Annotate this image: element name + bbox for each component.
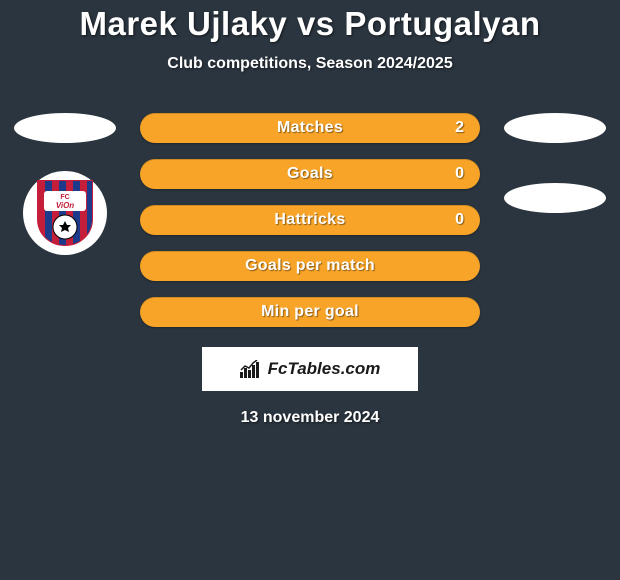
player-right-club-placeholder [504,183,606,213]
stat-value: 0 [455,211,464,229]
stat-label: Min per goal [261,303,359,321]
stat-row-goals: Goals 0 [140,159,480,189]
stat-value: 0 [455,165,464,183]
player-left-club-badge: FC ViOn [23,171,107,255]
page-subtitle: Club competitions, Season 2024/2025 [0,55,620,73]
stat-list: Matches 2 Goals 0 Hattricks 0 Goals per … [140,113,480,327]
svg-text:ViOn: ViOn [56,201,74,210]
stat-row-matches: Matches 2 [140,113,480,143]
bars-icon [240,360,262,378]
player-right-column [500,113,610,213]
player-right-flag-placeholder [504,113,606,143]
brand-box[interactable]: FcTables.com [202,347,418,391]
stat-row-goals-per-match: Goals per match [140,251,480,281]
stat-row-min-per-goal: Min per goal [140,297,480,327]
stat-label: Goals per match [245,257,375,275]
stat-value: 2 [455,119,464,137]
club-shield-icon: FC ViOn [36,179,94,247]
comparison-row: FC ViOn Matches 2 Goals 0 Hattricks 0 [0,113,620,327]
player-left-column: FC ViOn [10,113,120,255]
stat-row-hattricks: Hattricks 0 [140,205,480,235]
footer-date: 13 november 2024 [0,409,620,427]
player-left-flag-placeholder [14,113,116,143]
brand-text: FcTables.com [268,359,381,379]
page-title: Marek Ujlaky vs Portugalyan [0,5,620,43]
svg-text:FC: FC [60,194,69,201]
stat-label: Matches [277,119,343,137]
stat-label: Hattricks [274,211,345,229]
stat-label: Goals [287,165,333,183]
